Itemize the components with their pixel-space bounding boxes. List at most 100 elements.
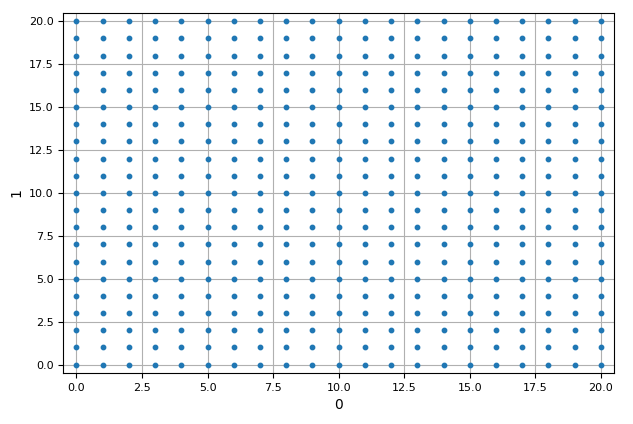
- Point: [570, 344, 580, 351]
- Point: [281, 361, 291, 368]
- Point: [543, 52, 553, 59]
- Point: [255, 224, 265, 231]
- Point: [596, 173, 606, 179]
- Point: [517, 344, 527, 351]
- Point: [543, 155, 553, 162]
- Point: [517, 310, 527, 316]
- Point: [150, 258, 160, 265]
- Point: [308, 35, 318, 42]
- Point: [360, 224, 370, 231]
- Point: [517, 293, 527, 299]
- Point: [229, 86, 239, 93]
- Point: [360, 344, 370, 351]
- Point: [281, 206, 291, 213]
- Point: [308, 241, 318, 248]
- Point: [124, 206, 134, 213]
- Point: [517, 241, 527, 248]
- Point: [334, 275, 344, 282]
- Point: [72, 138, 82, 145]
- Point: [570, 86, 580, 93]
- Point: [596, 18, 606, 25]
- Point: [124, 258, 134, 265]
- Point: [491, 86, 501, 93]
- Point: [412, 35, 422, 42]
- Point: [334, 121, 344, 128]
- Point: [465, 138, 475, 145]
- Point: [203, 35, 213, 42]
- Y-axis label: 1: 1: [9, 189, 23, 197]
- Point: [229, 190, 239, 196]
- Point: [439, 190, 449, 196]
- Point: [360, 173, 370, 179]
- Point: [150, 206, 160, 213]
- Point: [543, 86, 553, 93]
- Point: [386, 52, 396, 59]
- Point: [596, 35, 606, 42]
- Point: [439, 104, 449, 111]
- Point: [72, 35, 82, 42]
- Point: [517, 173, 527, 179]
- Point: [150, 104, 160, 111]
- Point: [439, 155, 449, 162]
- Point: [97, 86, 108, 93]
- Point: [176, 138, 186, 145]
- Point: [334, 361, 344, 368]
- Point: [124, 35, 134, 42]
- Point: [97, 327, 108, 334]
- X-axis label: 0: 0: [334, 399, 343, 413]
- Point: [465, 206, 475, 213]
- Point: [72, 86, 82, 93]
- Point: [596, 361, 606, 368]
- Point: [570, 138, 580, 145]
- Point: [543, 190, 553, 196]
- Point: [465, 293, 475, 299]
- Point: [281, 344, 291, 351]
- Point: [255, 327, 265, 334]
- Point: [281, 138, 291, 145]
- Point: [465, 241, 475, 248]
- Point: [97, 138, 108, 145]
- Point: [150, 173, 160, 179]
- Point: [412, 18, 422, 25]
- Point: [596, 138, 606, 145]
- Point: [596, 70, 606, 76]
- Point: [439, 241, 449, 248]
- Point: [97, 293, 108, 299]
- Point: [124, 121, 134, 128]
- Point: [360, 293, 370, 299]
- Point: [281, 241, 291, 248]
- Point: [465, 155, 475, 162]
- Point: [412, 70, 422, 76]
- Point: [491, 70, 501, 76]
- Point: [386, 121, 396, 128]
- Point: [570, 121, 580, 128]
- Point: [386, 241, 396, 248]
- Point: [491, 327, 501, 334]
- Point: [517, 190, 527, 196]
- Point: [124, 86, 134, 93]
- Point: [360, 18, 370, 25]
- Point: [72, 361, 82, 368]
- Point: [124, 190, 134, 196]
- Point: [570, 275, 580, 282]
- Point: [124, 361, 134, 368]
- Point: [412, 104, 422, 111]
- Point: [203, 18, 213, 25]
- Point: [412, 293, 422, 299]
- Point: [491, 361, 501, 368]
- Point: [543, 293, 553, 299]
- Point: [150, 361, 160, 368]
- Point: [517, 86, 527, 93]
- Point: [124, 241, 134, 248]
- Point: [517, 121, 527, 128]
- Point: [465, 35, 475, 42]
- Point: [412, 344, 422, 351]
- Point: [281, 104, 291, 111]
- Point: [255, 275, 265, 282]
- Point: [203, 241, 213, 248]
- Point: [439, 275, 449, 282]
- Point: [386, 327, 396, 334]
- Point: [308, 258, 318, 265]
- Point: [150, 155, 160, 162]
- Point: [308, 121, 318, 128]
